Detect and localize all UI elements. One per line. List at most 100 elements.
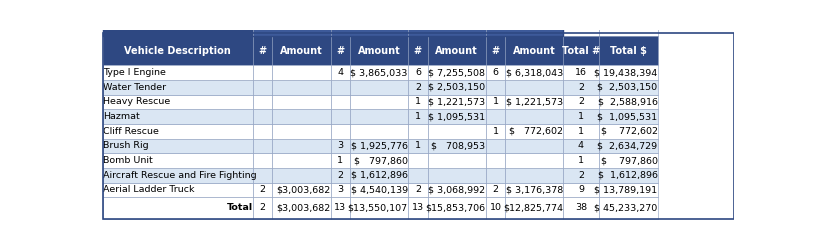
Bar	[563, 95, 599, 109]
Text: 1: 1	[578, 112, 584, 121]
Bar	[486, 8, 563, 37]
Text: 2: 2	[337, 171, 344, 180]
Bar	[505, 153, 563, 168]
Bar	[599, 183, 658, 197]
Text: #: #	[259, 46, 267, 56]
Text: Aerial Ladder Truck: Aerial Ladder Truck	[103, 185, 195, 194]
Text: Vehicle Description: Vehicle Description	[125, 46, 231, 56]
Text: $    772,602: $ 772,602	[601, 127, 658, 136]
Bar	[428, 153, 486, 168]
Text: $12,825,774: $12,825,774	[503, 203, 563, 212]
Text: Total: Total	[227, 203, 253, 212]
Text: 6: 6	[415, 68, 421, 77]
Bar	[350, 197, 408, 219]
Bar	[486, 138, 505, 153]
Text: 6: 6	[493, 68, 499, 77]
Bar	[330, 138, 350, 153]
Bar	[505, 138, 563, 153]
Bar	[428, 109, 486, 124]
Text: #: #	[336, 46, 344, 56]
Bar	[563, 197, 599, 219]
Bar	[408, 80, 428, 95]
Bar	[408, 95, 428, 109]
Bar	[563, 80, 599, 95]
Text: 2022: 2022	[432, 17, 461, 27]
Bar	[428, 65, 486, 80]
Bar	[253, 109, 273, 124]
Bar	[253, 95, 273, 109]
Bar	[408, 124, 428, 138]
Bar	[408, 138, 428, 153]
Bar	[505, 197, 563, 219]
Text: 1: 1	[415, 141, 421, 150]
Text: $ 1,612,896: $ 1,612,896	[351, 171, 408, 180]
Text: $3,003,682: $3,003,682	[276, 185, 330, 194]
Bar	[428, 138, 486, 153]
Bar	[103, 109, 253, 124]
Bar	[505, 95, 563, 109]
Bar	[428, 37, 486, 65]
Bar	[563, 8, 599, 37]
Bar	[273, 153, 330, 168]
Text: $   797,860: $ 797,860	[354, 156, 408, 165]
Text: 1: 1	[337, 156, 344, 165]
Bar	[486, 168, 505, 183]
Text: Total $: Total $	[610, 46, 647, 56]
Text: Type I Engine: Type I Engine	[103, 68, 166, 77]
Text: 1: 1	[415, 97, 421, 106]
Bar	[599, 65, 658, 80]
Bar	[103, 197, 253, 219]
Bar	[350, 80, 408, 95]
Bar	[486, 183, 505, 197]
Bar	[563, 109, 599, 124]
Text: $  1,095,531: $ 1,095,531	[597, 112, 658, 121]
Bar	[408, 8, 486, 37]
Text: Cliff Rescue: Cliff Rescue	[103, 127, 159, 136]
Bar	[330, 37, 350, 65]
Bar	[330, 183, 350, 197]
Text: 2: 2	[578, 97, 584, 106]
Bar	[350, 183, 408, 197]
Bar	[330, 95, 350, 109]
Bar	[486, 124, 505, 138]
Text: 2: 2	[493, 185, 499, 194]
Bar	[599, 109, 658, 124]
Text: 2021: 2021	[355, 17, 384, 27]
Text: 16: 16	[575, 68, 587, 77]
Bar	[103, 183, 253, 197]
Bar	[330, 109, 350, 124]
Text: 13: 13	[412, 203, 424, 212]
Text: 2023: 2023	[510, 17, 539, 27]
Bar	[408, 109, 428, 124]
Bar	[563, 124, 599, 138]
Text: 9: 9	[578, 185, 584, 194]
Bar	[103, 95, 253, 109]
Text: 2: 2	[415, 185, 421, 194]
Bar	[330, 124, 350, 138]
Bar	[253, 138, 273, 153]
Bar	[505, 168, 563, 183]
Bar	[273, 95, 330, 109]
Text: 3: 3	[337, 185, 344, 194]
Bar	[330, 8, 408, 37]
Text: 10: 10	[490, 203, 502, 212]
Text: Heavy Rescue: Heavy Rescue	[103, 97, 171, 106]
Bar	[505, 109, 563, 124]
Text: $ 1,221,573: $ 1,221,573	[428, 97, 486, 106]
Bar	[505, 65, 563, 80]
Bar	[408, 168, 428, 183]
Bar	[486, 95, 505, 109]
Text: $ 2,503,150: $ 2,503,150	[428, 83, 486, 92]
Text: 1: 1	[493, 127, 499, 136]
Bar	[350, 37, 408, 65]
Bar	[599, 95, 658, 109]
Bar	[486, 153, 505, 168]
Bar	[330, 168, 350, 183]
Text: 1: 1	[578, 127, 584, 136]
Bar	[103, 168, 253, 183]
Text: Aircraft Rescue and Fire Fighting: Aircraft Rescue and Fire Fighting	[103, 171, 257, 180]
Bar	[103, 37, 253, 65]
Text: #: #	[414, 46, 422, 56]
Text: 4: 4	[337, 68, 344, 77]
Bar	[599, 168, 658, 183]
